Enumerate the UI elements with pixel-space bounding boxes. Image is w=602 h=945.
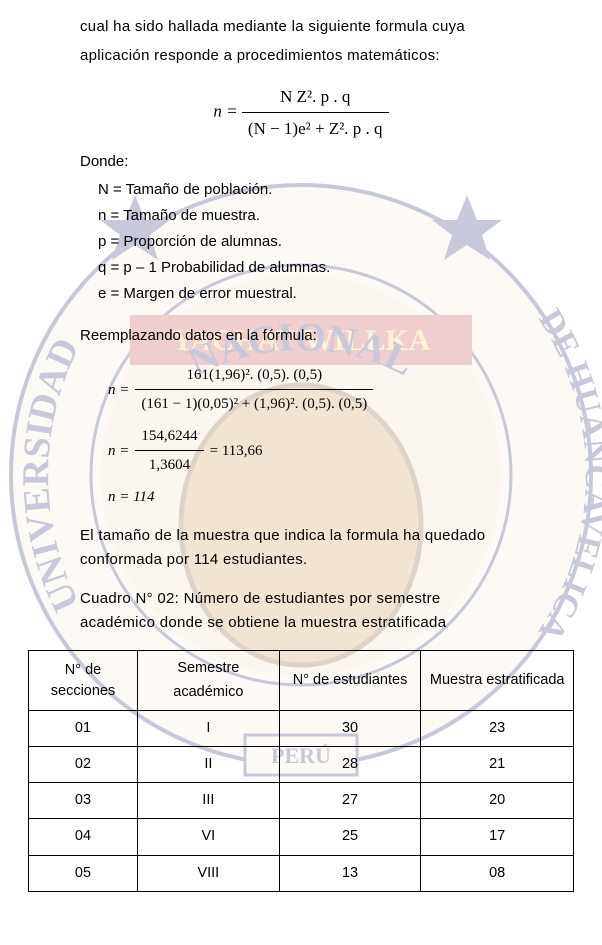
intro-line-2: aplicación responde a procedimientos mat…: [28, 44, 574, 68]
def-e: e = Margen de error muestral.: [28, 282, 574, 306]
th-estudiantes: N° de estudiantes: [279, 651, 421, 710]
intro-line-1: cual ha sido hallada mediante la siguien…: [28, 15, 574, 39]
th-muestra: Muestra estratificada: [421, 651, 574, 710]
conclusion-line-2: conformada por 114 estudiantes.: [28, 548, 574, 572]
donde-label: Donde:: [28, 150, 574, 174]
formula-result: n = 114: [28, 485, 574, 509]
table-row: 04 VI 25 17: [29, 819, 574, 855]
def-N: N = Tamaño de población.: [28, 178, 574, 202]
table-row: 05 VIII 13 08: [29, 855, 574, 891]
table-row: 01 I 30 23: [29, 710, 574, 746]
reemplazo-label: Reemplazando datos en la fórmula:: [28, 324, 574, 348]
cuadro-line-1: Cuadro N° 02: Número de estudiantes por …: [28, 587, 574, 611]
cuadro-table: N° de secciones Semestre académico N° de…: [28, 650, 574, 891]
formula-main: n = N Z². p . q (N − 1)e² + Z². p . q: [28, 83, 574, 142]
def-n: n = Tamaño de muestra.: [28, 204, 574, 228]
def-p: p = Proporción de alumnas.: [28, 230, 574, 254]
table-row: 03 III 27 20: [29, 783, 574, 819]
th-secciones: N° de secciones: [29, 651, 138, 710]
table-header-row: N° de secciones Semestre académico N° de…: [29, 651, 574, 710]
table-row: 02 II 28 21: [29, 746, 574, 782]
page-content: cual ha sido hallada mediante la siguien…: [0, 15, 602, 892]
conclusion-line-1: El tamaño de la muestra que indica la fo…: [28, 524, 574, 548]
formula-division: n = 154,6244 1,3604 = 113,66: [28, 424, 574, 477]
def-q: q = p – 1 Probabilidad de alumnas.: [28, 256, 574, 280]
table-body: 01 I 30 23 02 II 28 21 03 III 27 20 04 V…: [29, 710, 574, 891]
formula-substitution: n = 161(1,96)². (0,5). (0,5) (161 − 1)(0…: [28, 363, 574, 416]
th-semestre: Semestre académico: [138, 651, 280, 710]
cuadro-line-2: académico donde se obtiene la muestra es…: [28, 611, 574, 635]
